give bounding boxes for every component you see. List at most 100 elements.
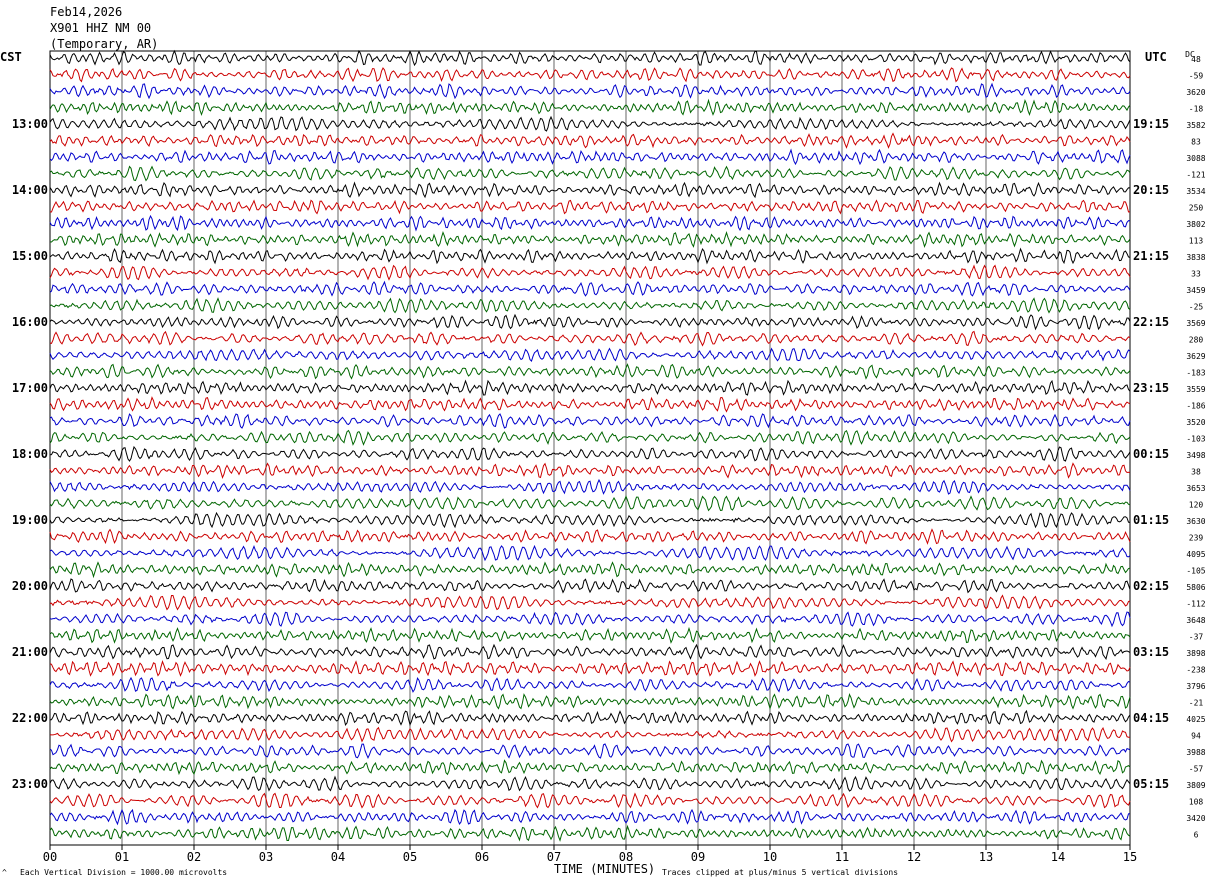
- x-tick-label: 13: [979, 850, 993, 864]
- dc-offset-label: 38: [1191, 468, 1201, 477]
- right-hour-label: 23:15: [1133, 381, 1169, 395]
- dc-offset-label: 3420: [1186, 814, 1205, 823]
- right-hour-label: 05:15: [1133, 777, 1169, 791]
- seismic-trace: [49, 528, 1131, 545]
- dc-offset-label: 83: [1191, 138, 1201, 147]
- seismic-trace: [49, 561, 1131, 579]
- corner-mark: ^: [2, 868, 7, 877]
- dc-offset-label: -238: [1186, 666, 1205, 675]
- right-timezone-label: UTC: [1145, 50, 1167, 64]
- scale-note: Each Vertical Division = 1000.00 microvo…: [20, 868, 228, 877]
- seismic-trace: [49, 429, 1131, 446]
- dc-offset-label: -21: [1189, 699, 1204, 708]
- seismic-trace: [49, 511, 1131, 529]
- seismic-trace: [49, 692, 1131, 710]
- seismic-trace: [49, 660, 1131, 677]
- seismic-trace: [49, 396, 1131, 413]
- x-tick-label: 11: [835, 850, 849, 864]
- right-hour-label: 22:15: [1133, 315, 1169, 329]
- x-tick-label: 01: [115, 850, 129, 864]
- left-timezone-label: CST: [0, 50, 22, 64]
- seismic-trace: [49, 264, 1131, 281]
- seismic-trace: [49, 726, 1131, 743]
- dc-offset-label: 3582: [1186, 121, 1205, 130]
- dc-offset-label: 4095: [1186, 550, 1205, 559]
- x-tick-label: 04: [331, 850, 345, 864]
- dc-offset-label: -25: [1189, 303, 1204, 312]
- right-hour-label: 21:15: [1133, 249, 1169, 263]
- seismic-trace: [49, 462, 1131, 479]
- seismic-trace: [49, 808, 1131, 826]
- dc-offset-label: -186: [1186, 402, 1205, 411]
- seismic-trace: [49, 347, 1131, 362]
- header-network: (Temporary, AR): [50, 37, 159, 51]
- seismic-trace: [49, 247, 1131, 265]
- seismic-trace: [49, 49, 1131, 67]
- seismic-trace: [49, 743, 1131, 760]
- dc-offset-label: 3534: [1186, 187, 1205, 196]
- seismic-trace: [49, 330, 1131, 347]
- dc-offset-label: -103: [1186, 435, 1205, 444]
- x-tick-label: 09: [691, 850, 705, 864]
- seismic-trace: [49, 363, 1131, 380]
- seismic-trace: [49, 709, 1131, 727]
- dc-offset-label: 33: [1191, 270, 1201, 279]
- dc-offset-label: 3809: [1186, 781, 1205, 790]
- left-hour-label: 20:00: [12, 579, 48, 593]
- dc-offset-label: -112: [1186, 600, 1205, 609]
- x-tick-label: 15: [1123, 850, 1137, 864]
- x-tick-label: 03: [259, 850, 273, 864]
- seismic-trace: [49, 478, 1131, 495]
- dc-offset-label: 280: [1189, 336, 1204, 345]
- left-hour-label: 22:00: [12, 711, 48, 725]
- right-hour-label: 19:15: [1133, 117, 1169, 131]
- seismic-trace: [49, 214, 1131, 232]
- seismic-trace: [49, 775, 1131, 792]
- seismic-trace: [49, 578, 1131, 594]
- dc-offset-label: 3520: [1186, 418, 1205, 427]
- seismic-trace: [49, 643, 1131, 660]
- seismic-trace: [49, 759, 1131, 776]
- dc-offset-label: -18: [1189, 105, 1204, 114]
- x-tick-label: 12: [907, 850, 921, 864]
- dc-offset-label: 3802: [1186, 220, 1205, 229]
- left-hour-label: 13:00: [12, 117, 48, 131]
- seismic-trace: [49, 148, 1131, 166]
- dc-offset-label: 94: [1191, 732, 1201, 741]
- right-hour-label: 20:15: [1133, 183, 1169, 197]
- seismic-trace: [49, 313, 1131, 331]
- seismic-trace: [49, 67, 1131, 83]
- seismic-trace: [49, 181, 1131, 199]
- header-date: Feb14,2026: [50, 5, 123, 19]
- dc-offset-label: 120: [1189, 501, 1204, 510]
- seismic-trace: [49, 115, 1131, 132]
- dc-offset-label: 250: [1189, 204, 1204, 213]
- seismic-trace: [49, 611, 1131, 628]
- seismic-trace: [49, 824, 1131, 842]
- seismic-trace: [49, 676, 1131, 693]
- seismic-trace: [49, 231, 1131, 248]
- right-hour-label: 03:15: [1133, 645, 1169, 659]
- right-hour-label: 01:15: [1133, 513, 1169, 527]
- dc-offset-label: -59: [1189, 72, 1204, 81]
- dc-offset-label: 3088: [1186, 154, 1205, 163]
- x-tick-label: 14: [1051, 850, 1065, 864]
- dc-offset-label: 3988: [1186, 748, 1205, 757]
- dc-offset-label: 3796: [1186, 682, 1205, 691]
- seismic-trace: [49, 413, 1131, 429]
- dc-offset-label: 3498: [1186, 451, 1205, 460]
- dc-offset-label: 3898: [1186, 649, 1205, 658]
- left-hour-label: 21:00: [12, 645, 48, 659]
- dc-offset-label: 3838: [1186, 253, 1205, 262]
- left-hour-label: 17:00: [12, 381, 48, 395]
- dc-offset-label: 108: [1189, 798, 1204, 807]
- chart-header: Feb14,2026 X901 HHZ NM 00 (Temporary, AR…: [50, 4, 158, 52]
- left-hour-label: 18:00: [12, 447, 48, 461]
- dc-offset-label: 3459: [1186, 286, 1205, 295]
- left-hour-label: 19:00: [12, 513, 48, 527]
- dc-offset-label: 3653: [1186, 484, 1205, 493]
- dc-heading: DC: [1185, 50, 1195, 59]
- seismic-trace: [49, 165, 1131, 182]
- left-hour-label: 15:00: [12, 249, 48, 263]
